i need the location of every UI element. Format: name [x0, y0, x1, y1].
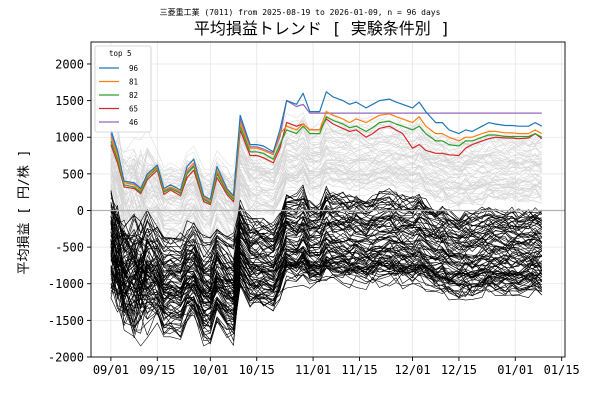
background-series-line [110, 207, 543, 247]
axes-frame [90, 41, 566, 358]
background-series-line [110, 123, 543, 216]
background-series-line [110, 168, 542, 228]
background-series-line [110, 140, 542, 204]
background-series-line [110, 185, 543, 268]
background-series-line [110, 175, 543, 241]
y-tick-label: 2000 [55, 57, 84, 71]
background-series-line [110, 232, 543, 274]
background-series-line [110, 165, 542, 240]
x-tick-label: 11/15 [341, 363, 377, 377]
background-series-line [110, 159, 543, 211]
background-series-line [110, 240, 542, 297]
series-line-96 [110, 91, 543, 201]
x-tick-label: 09/01 [93, 363, 129, 377]
background-series-line [110, 149, 542, 201]
x-tick-label: 11/01 [295, 363, 331, 377]
background-series-line [110, 208, 542, 304]
background-series-line [110, 219, 542, 274]
y-tick-label: 1000 [55, 131, 84, 145]
y-tick-label: -1000 [48, 277, 84, 291]
x-axis-ticks: 09/01 09/15 10/01 10/15 11/01 11/15 12/01 12/15… [93, 357, 580, 377]
y-axis-label: 平均損益 [ 円/株 ] [17, 150, 32, 275]
y-tick-label: -1500 [48, 314, 84, 328]
background-series-line [110, 268, 543, 329]
legend-box [94, 45, 152, 133]
x-tick-label: 12/01 [394, 363, 430, 377]
legend-label-96: 96 [129, 64, 139, 73]
background-series-line [110, 176, 542, 248]
y-tick-label: 1500 [55, 94, 84, 108]
background-series-line [110, 235, 543, 290]
background-series-line [110, 271, 543, 330]
background-series-line [110, 256, 542, 324]
background-series-line [110, 242, 542, 300]
background-series-line [110, 160, 542, 212]
chart-suptitle: 三菱重工業 (7011) from 2025-08-19 to 2026-01-… [160, 7, 441, 17]
background-series-line [110, 263, 542, 333]
background-series-line [110, 217, 543, 278]
y-tick-label: -2000 [48, 351, 84, 365]
background-series-line [110, 176, 543, 230]
x-tick-label: 09/15 [139, 363, 175, 377]
legend-label-82: 82 [129, 91, 138, 100]
background-series-line [110, 193, 542, 250]
background-series-line [110, 166, 542, 239]
background-series-line [110, 199, 542, 242]
background-series-line [110, 191, 542, 273]
background-series-line [110, 227, 542, 310]
legend-label-65: 65 [129, 104, 138, 113]
background-series-line [110, 206, 543, 284]
x-tick-label: 01/15 [544, 363, 580, 377]
background-series-line [110, 160, 542, 237]
background-series-line [110, 191, 542, 246]
background-series-line [110, 155, 542, 243]
background-series-line [110, 140, 542, 181]
background-series-line [110, 150, 542, 227]
y-axis-ticks: -2000 -1500 -1000 -500 0 500 1000 1500 2000 [48, 57, 91, 365]
background-series-line [110, 253, 542, 319]
background-series-line [110, 262, 543, 335]
series-line-82 [110, 116, 543, 204]
background-series-line [110, 160, 542, 222]
background-series-line [110, 273, 543, 312]
background-series-lines [110, 109, 543, 347]
legend: top 5 96 81 82 65 46 [94, 45, 152, 133]
background-series-line [110, 126, 543, 221]
x-tick-label: 01/01 [497, 363, 533, 377]
background-series-line [110, 256, 542, 319]
chart-title: 平均損益トレンド [ 実験条件別 ] [194, 19, 450, 38]
background-series-line [110, 255, 543, 347]
x-tick-label: 12/15 [441, 363, 477, 377]
background-series-line [110, 239, 543, 304]
series-line-65 [110, 118, 543, 206]
y-tick-label: -500 [55, 241, 84, 255]
x-tick-label: 10/01 [192, 363, 228, 377]
x-tick-label: 10/15 [239, 363, 275, 377]
background-series-line [110, 238, 543, 285]
background-series-line [110, 238, 542, 292]
y-tick-label: 500 [62, 167, 84, 181]
legend-title: top 5 [109, 49, 132, 58]
plot-frame [90, 41, 566, 358]
background-series-line [110, 204, 542, 259]
legend-label-81: 81 [129, 77, 138, 86]
y-tick-label: 0 [77, 204, 84, 218]
background-series-line [110, 164, 542, 249]
background-series-line [110, 135, 543, 225]
background-series-line [110, 192, 543, 259]
legend-label-46: 46 [129, 118, 139, 127]
top-series-lines [110, 91, 543, 206]
background-series-line [110, 222, 542, 286]
background-series-line [110, 176, 542, 257]
background-series-line [110, 171, 542, 227]
